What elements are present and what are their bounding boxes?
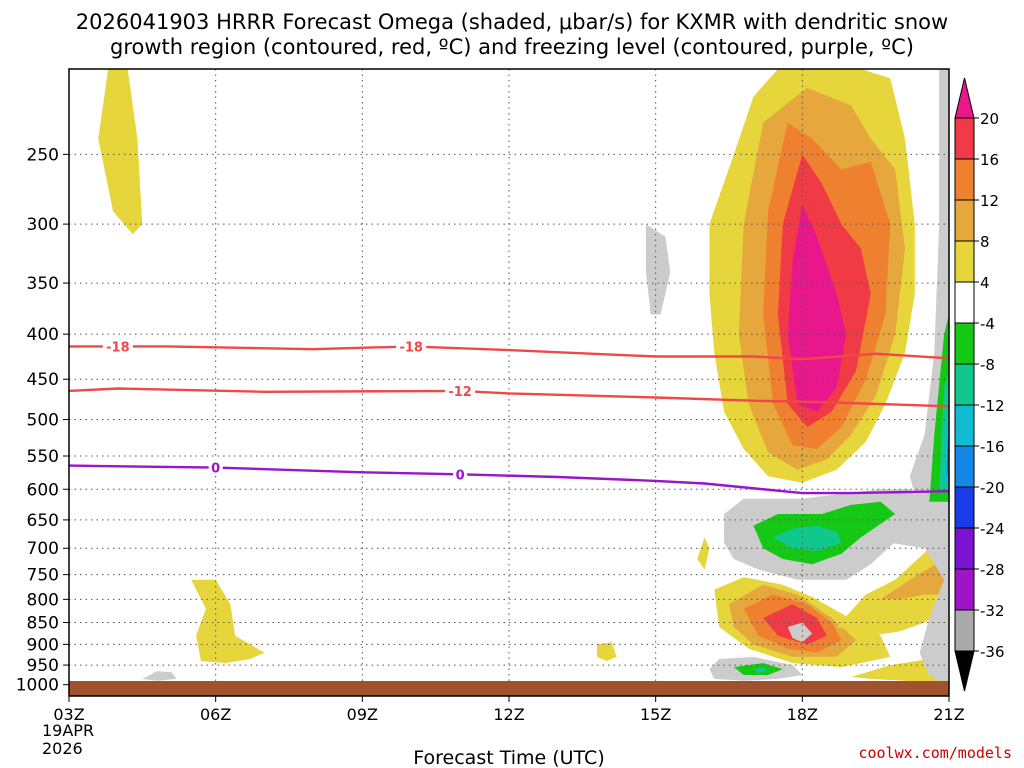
colorbar-band--20 [954,445,975,488]
y-tick-label-700: 700 [27,539,59,559]
colorbar-label--12: -12 [980,397,1005,415]
colorbar-band--32 [954,568,975,611]
lift-right-mid-band-8 [836,537,949,636]
sink-right-column-band--4 [890,69,949,677]
upper-lift-04z-band-8 [98,69,143,235]
colorbar-band-12 [954,158,975,201]
freezing-level-label-bg-1 [453,466,468,483]
freezing-level-label-bg-0 [208,459,223,476]
y-tick-label-550: 550 [27,447,59,467]
x-tick-label-09Z: 09Z [347,705,378,724]
colorbar-bottom-arrow [954,650,975,692]
y-tick-label-250: 250 [27,145,59,165]
low-level-lift-18z-band-undefined [787,622,813,643]
y-tick-label-400: 400 [27,325,59,345]
lift-right-mid-band-12 [880,559,949,600]
x-tick-label-21Z: 21Z [933,705,964,724]
colorbar-band-4 [954,240,975,283]
x-axis-title: Forecast Time (UTC) [413,747,604,768]
y-tick-label-800: 800 [27,590,59,610]
x-tick-label-06Z: 06Z [200,705,231,724]
colorbar-label-4: 4 [980,274,990,292]
colorbar-label--28: -28 [980,561,1005,579]
colorbar-label-12: 12 [980,192,999,210]
credit-text: coolwx.com/models [858,744,1012,762]
dgz-minus18-label-0: -18 [106,340,130,355]
colorbar-label-16: 16 [980,151,999,169]
lift-06z-lower-band-8 [191,579,265,664]
colorbar-band--24 [954,486,975,529]
y-tick-label-1000: 1000 [16,676,59,696]
y-tick-label-450: 450 [27,370,59,390]
colorbar-band--12 [954,363,975,406]
colorbar-label--24: -24 [980,520,1005,538]
y-tick-label-600: 600 [27,480,59,500]
freezing-level-label-0: 0 [211,462,220,477]
temperature-contours: -18 -18 -12 0 0 [69,338,949,495]
sink-05z-sfc-band--4 [142,671,177,681]
dgz-minus18-label-bg-0 [102,338,133,355]
x-tick-label-18Z: 18Z [787,705,818,724]
sink-low-level-18z-band--12 [773,525,842,551]
title-line-2: growth region (contoured, red, ºC) and f… [110,35,914,59]
y-tick-label-750: 750 [27,566,59,586]
dgz-minus12-label-bg-0 [445,382,476,399]
y-tick-label-950: 950 [27,656,59,676]
colorbar-top-arrow [954,77,975,119]
dgz-minus18-label-bg-1 [396,338,427,355]
title-line-1: 2026041903 HRRR Forecast Omega (shaded, … [76,10,948,34]
colorbar-label--16: -16 [980,438,1005,456]
y-tick-label-850: 850 [27,614,59,634]
axes: 2503003504004505005506006507007508008509… [16,145,965,724]
ground-strip [69,681,949,696]
colorbar-label--20: -20 [980,479,1005,497]
y-tick-label-500: 500 [27,411,59,431]
lift-16z-small-band-8 [697,537,710,570]
colorbar-band--8 [954,322,975,365]
dgz-minus18-line [69,345,949,361]
sink-sfc-17z-band--12 [753,667,769,673]
colorbar-band-8 [954,199,975,242]
colorbar-label--36: -36 [980,643,1005,661]
y-tick-label-300: 300 [27,215,59,235]
lift-14z-small-band-8 [597,642,617,661]
colorbar-band--4 [954,281,975,324]
colorbar-band--16 [954,404,975,447]
dgz-minus18-label-1: -18 [399,340,423,355]
dgz-minus12-line [69,387,949,408]
freezing-level-label-1: 0 [456,468,465,483]
freezing-level-line [69,464,949,495]
y-tick-label-900: 900 [27,635,59,655]
colorbar-band-16 [954,117,975,160]
y-tick-label-650: 650 [27,511,59,531]
x-tick-label-03Z: 03Z [53,705,84,724]
x-tick-label-12Z: 12Z [493,705,524,724]
dgz-minus12-label-0: -12 [448,385,472,400]
x-date-line-2: 2026 [42,739,83,758]
sink-15z-band--4 [645,224,671,315]
colorbar-label--8: -8 [980,356,995,374]
colorbar-band--28 [954,527,975,570]
colorbar-band--36 [954,609,975,652]
omega-shading [98,69,949,685]
x-date-line-1: 19APR [42,721,94,740]
colorbar-label-8: 8 [980,233,990,251]
x-tick-label-15Z: 15Z [640,705,671,724]
colorbar: 20 16 12 8 4 -4 -8 -12 -16 -20 -24 -28 -32 -36 [954,77,1005,692]
colorbar-label-20: 20 [980,110,999,128]
colorbar-label--4: -4 [980,315,995,333]
colorbar-label--32: -32 [980,602,1005,620]
y-tick-label-350: 350 [27,274,59,294]
